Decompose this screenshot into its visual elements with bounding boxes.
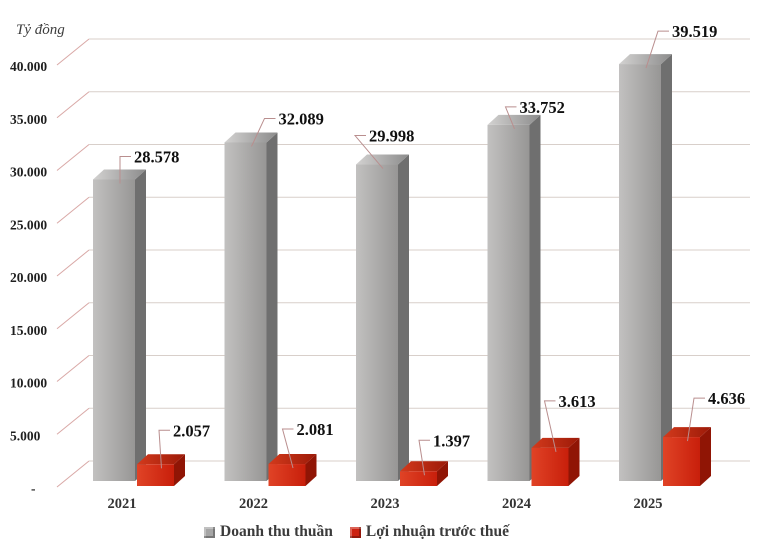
gridline-depth — [56, 144, 90, 171]
bar-revenue-top — [356, 154, 409, 165]
gridline-depth — [56, 249, 90, 277]
bar-profit-side — [437, 461, 448, 486]
gridline-depth — [56, 355, 90, 382]
bar-revenue-front — [224, 142, 267, 481]
y-tick-label: 15.000 — [10, 323, 47, 338]
y-tick-label: 30.000 — [10, 165, 47, 180]
legend-swatch-revenue-icon — [204, 526, 215, 538]
leader-line — [119, 156, 131, 184]
legend-label-profit: Lợi nhuận trước thuế — [365, 523, 510, 540]
value-label: 33.752 — [520, 98, 565, 117]
x-category-label: 2024 — [502, 496, 531, 512]
legend-item-profit: Lợi nhuận trước thuế — [349, 523, 510, 541]
y-tick-label: 25.000 — [10, 217, 47, 232]
leader-line — [504, 106, 517, 130]
bar-profit-front — [268, 464, 306, 486]
bar-revenue-side — [661, 54, 672, 481]
y-axis-unit-label: Tỷ đồng — [16, 22, 65, 38]
bar-profit-front — [137, 464, 174, 486]
bar-revenue-front — [356, 164, 398, 481]
leader-line — [687, 397, 705, 442]
bar-revenue-side — [266, 132, 278, 481]
value-label: 32.089 — [279, 109, 324, 128]
legend-swatch-profit-icon — [349, 526, 361, 538]
leader-line — [353, 135, 384, 169]
bar-revenue-side — [398, 154, 409, 481]
value-label: 1.397 — [433, 431, 470, 450]
y-tick-label: 35.000 — [10, 112, 47, 127]
gridline-depth — [56, 91, 90, 119]
y-tick-label: - — [31, 481, 36, 496]
value-label: 3.613 — [559, 392, 596, 411]
bar-profit-top — [400, 461, 448, 472]
bar-profit-side — [700, 427, 711, 486]
x-category-label: 2022 — [239, 496, 268, 512]
leader-line — [281, 428, 294, 469]
bar-profit-top — [663, 427, 711, 438]
y-tick-label: 5.000 — [10, 428, 41, 443]
value-label: 4.636 — [708, 389, 745, 408]
value-label: 2.081 — [297, 420, 334, 439]
y-tick-label: 20.000 — [10, 270, 47, 285]
bar-profit-front — [663, 437, 700, 486]
bar-revenue-side — [135, 169, 146, 481]
gridline-depth — [56, 302, 90, 330]
chart-legend: Doanh thu thuần Lợi nhuận trước thuế — [204, 523, 509, 541]
value-label: 29.998 — [369, 127, 414, 146]
bar-revenue-top — [224, 132, 278, 143]
bar-profit-side — [174, 454, 185, 486]
gridline-depth — [56, 460, 90, 488]
gridline-depth — [56, 38, 90, 66]
value-label: 39.519 — [672, 22, 717, 41]
leader-line — [251, 117, 276, 147]
gridline-depth — [56, 407, 90, 435]
bar-revenue-front — [619, 64, 661, 481]
bar-revenue-top — [619, 54, 672, 65]
y-tick-label: 40.000 — [10, 59, 47, 74]
bar-profit-side — [568, 437, 580, 486]
leader-line — [543, 400, 557, 452]
bar-profit-top — [268, 454, 317, 465]
bar-profit-side — [305, 454, 317, 486]
legend-label-revenue: Doanh thu thuần — [220, 523, 333, 540]
leader-line — [645, 30, 669, 69]
leader-line — [418, 439, 430, 476]
gridline-depth — [56, 196, 90, 224]
bar-revenue-front — [487, 124, 530, 482]
bar-profit-top — [531, 437, 580, 448]
x-category-label: 2025 — [634, 496, 663, 512]
bar-revenue-side — [529, 114, 541, 482]
x-category-label: 2021 — [108, 496, 137, 512]
bar-revenue-top — [487, 114, 541, 125]
y-tick-label: 10.000 — [10, 376, 47, 391]
legend-item-revenue: Doanh thu thuần — [204, 523, 333, 541]
bar-profit-front — [400, 471, 437, 486]
bar-profit-front — [531, 447, 569, 486]
value-label: 2.057 — [173, 421, 210, 440]
value-label: 28.578 — [134, 148, 179, 167]
x-category-label: 2023 — [371, 496, 400, 512]
leader-line — [158, 429, 170, 469]
bar-revenue-front — [93, 179, 135, 481]
